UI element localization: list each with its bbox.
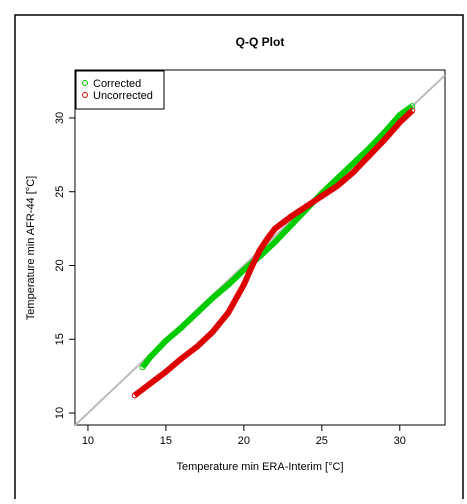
point: [194, 343, 201, 350]
x-tick-label: 10: [82, 435, 94, 447]
legend-label: Corrected: [93, 78, 141, 90]
x-tick-label: 20: [238, 435, 250, 447]
point: [365, 153, 372, 160]
point: [209, 294, 216, 301]
point: [240, 266, 247, 273]
point: [209, 328, 216, 335]
point: [318, 193, 325, 200]
x-tick-label: 25: [316, 435, 328, 447]
y-tick-label: 30: [54, 112, 66, 124]
x-tick-label: 30: [394, 435, 406, 447]
point: [396, 112, 403, 119]
series-band: [132, 108, 415, 398]
point: [225, 309, 232, 316]
point: [350, 160, 357, 167]
y-axis-label: Temperature min AFR-44 [°C]: [25, 176, 37, 320]
point: [162, 337, 169, 344]
point: [409, 107, 416, 114]
legend-marker: [82, 80, 88, 86]
point: [272, 238, 279, 245]
point: [303, 203, 310, 210]
point: [178, 324, 185, 331]
legend-box: [75, 70, 165, 110]
point: [396, 119, 403, 126]
plot-box: [74, 69, 446, 426]
point: [147, 380, 154, 387]
point: [162, 368, 169, 375]
legend-marker: [82, 92, 88, 98]
point: [178, 355, 185, 362]
point: [287, 222, 294, 229]
point: [240, 281, 247, 288]
point: [287, 213, 294, 220]
point: [350, 169, 357, 176]
point: [147, 353, 154, 360]
y-tick-label: 15: [54, 333, 66, 345]
point: [194, 309, 201, 316]
chart-title: Q-Q Plot: [236, 35, 285, 49]
series-band: [140, 103, 414, 370]
frame: [14, 14, 464, 504]
point: [225, 281, 232, 288]
point: [381, 137, 388, 144]
x-tick-label: 15: [160, 435, 172, 447]
point: [256, 247, 263, 254]
point: [365, 145, 372, 152]
point: [334, 182, 341, 189]
point: [272, 225, 279, 232]
y-tick-label: 10: [54, 407, 66, 419]
legend-label: Uncorrected: [93, 90, 153, 102]
point: [334, 175, 341, 182]
x-axis-label: Temperature min ERA-Interim [°C]: [177, 461, 344, 473]
y-tick-label: 20: [54, 259, 66, 271]
point: [264, 235, 271, 242]
point: [409, 103, 416, 110]
point: [139, 364, 146, 371]
y-tick-label: 25: [54, 186, 66, 198]
point: [248, 263, 255, 270]
point: [131, 392, 138, 399]
